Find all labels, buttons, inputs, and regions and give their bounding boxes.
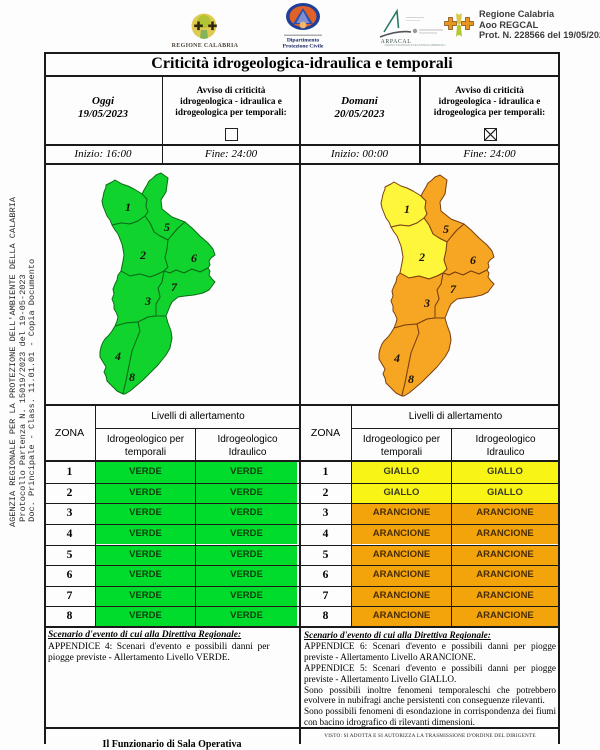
svg-text:Protezione Civile: Protezione Civile (283, 44, 324, 49)
svg-text:3: 3 (423, 296, 430, 310)
svg-text:Dipartimento: Dipartimento (287, 38, 320, 44)
svg-text:7: 7 (171, 280, 178, 294)
svg-text:5: 5 (443, 222, 449, 236)
svg-text:CENTRO FUNZIONALE MULTIRISCHI: CENTRO FUNZIONALE MULTIRISCHI AMBIENTALI (384, 43, 445, 46)
svg-text:8: 8 (129, 370, 135, 384)
svg-text:1: 1 (404, 202, 410, 216)
svg-text:1: 1 (125, 200, 131, 214)
svg-text:6: 6 (191, 251, 197, 265)
svg-text:6: 6 (470, 253, 476, 267)
svg-text:2: 2 (418, 250, 425, 264)
svg-text:2: 2 (139, 248, 146, 262)
svg-text:3: 3 (144, 294, 151, 308)
svg-text:7: 7 (450, 282, 457, 296)
svg-text:REGIONE CALABRIA: REGIONE CALABRIA (172, 43, 239, 49)
svg-text:8: 8 (408, 372, 414, 386)
svg-text:4: 4 (114, 349, 121, 363)
svg-text:5: 5 (164, 220, 170, 234)
svg-text:4: 4 (393, 351, 400, 365)
svg-text:ARPACAL: ARPACAL (381, 39, 412, 45)
